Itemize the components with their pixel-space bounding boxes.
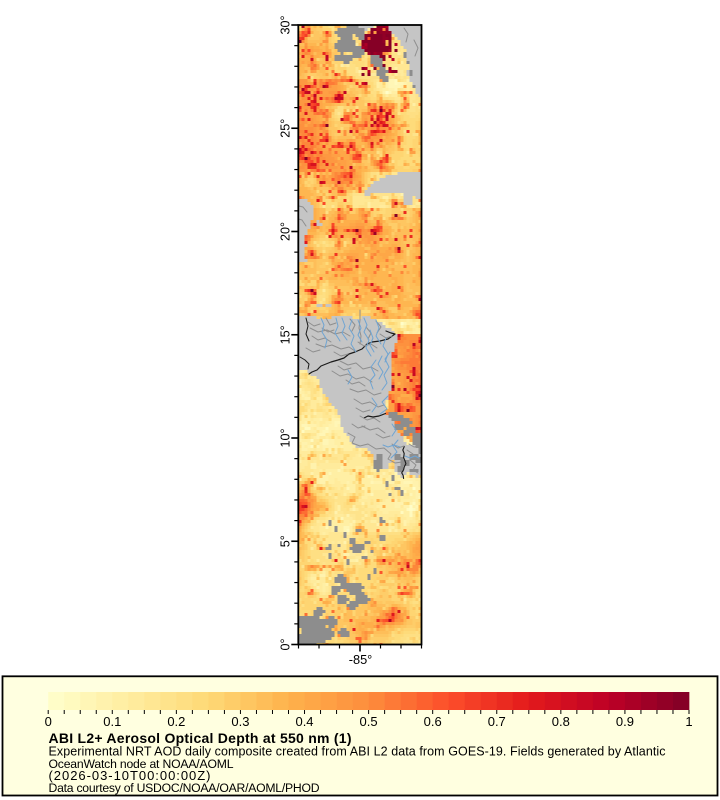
svg-text:30°: 30°	[279, 15, 293, 34]
svg-text:0.4: 0.4	[295, 714, 313, 729]
svg-text:5°: 5°	[279, 535, 293, 547]
svg-text:1: 1	[685, 714, 692, 729]
svg-text:Experimental NRT AOD daily com: Experimental NRT AOD daily composite cre…	[49, 745, 666, 759]
svg-text:20°: 20°	[279, 222, 293, 241]
svg-text:0.2: 0.2	[167, 714, 185, 729]
svg-text:0: 0	[45, 714, 52, 729]
svg-text:0°: 0°	[279, 638, 293, 650]
svg-text:0.3: 0.3	[231, 714, 249, 729]
svg-text:0.5: 0.5	[360, 714, 378, 729]
svg-text:Data courtesy of USDOC/NOAA/OA: Data courtesy of USDOC/NOAA/OAR/AOML/PHO…	[49, 781, 320, 795]
svg-text:0.1: 0.1	[103, 714, 121, 729]
svg-text:0.6: 0.6	[424, 714, 442, 729]
svg-text:0.7: 0.7	[488, 714, 506, 729]
svg-text:10°: 10°	[279, 428, 293, 447]
svg-text:(2026-03-10T00:00:00Z): (2026-03-10T00:00:00Z)	[49, 768, 211, 783]
svg-text:25°: 25°	[279, 119, 293, 138]
svg-text:ABI L2+ Aerosol Optical Depth: ABI L2+ Aerosol Optical Depth at 550 nm …	[49, 730, 352, 746]
svg-text:0.9: 0.9	[616, 714, 634, 729]
svg-text:-85°: -85°	[349, 652, 373, 667]
svg-text:OceanWatch node at NOAA/AOML: OceanWatch node at NOAA/AOML	[49, 757, 234, 771]
svg-text:15°: 15°	[279, 325, 293, 344]
svg-text:0.8: 0.8	[552, 714, 570, 729]
